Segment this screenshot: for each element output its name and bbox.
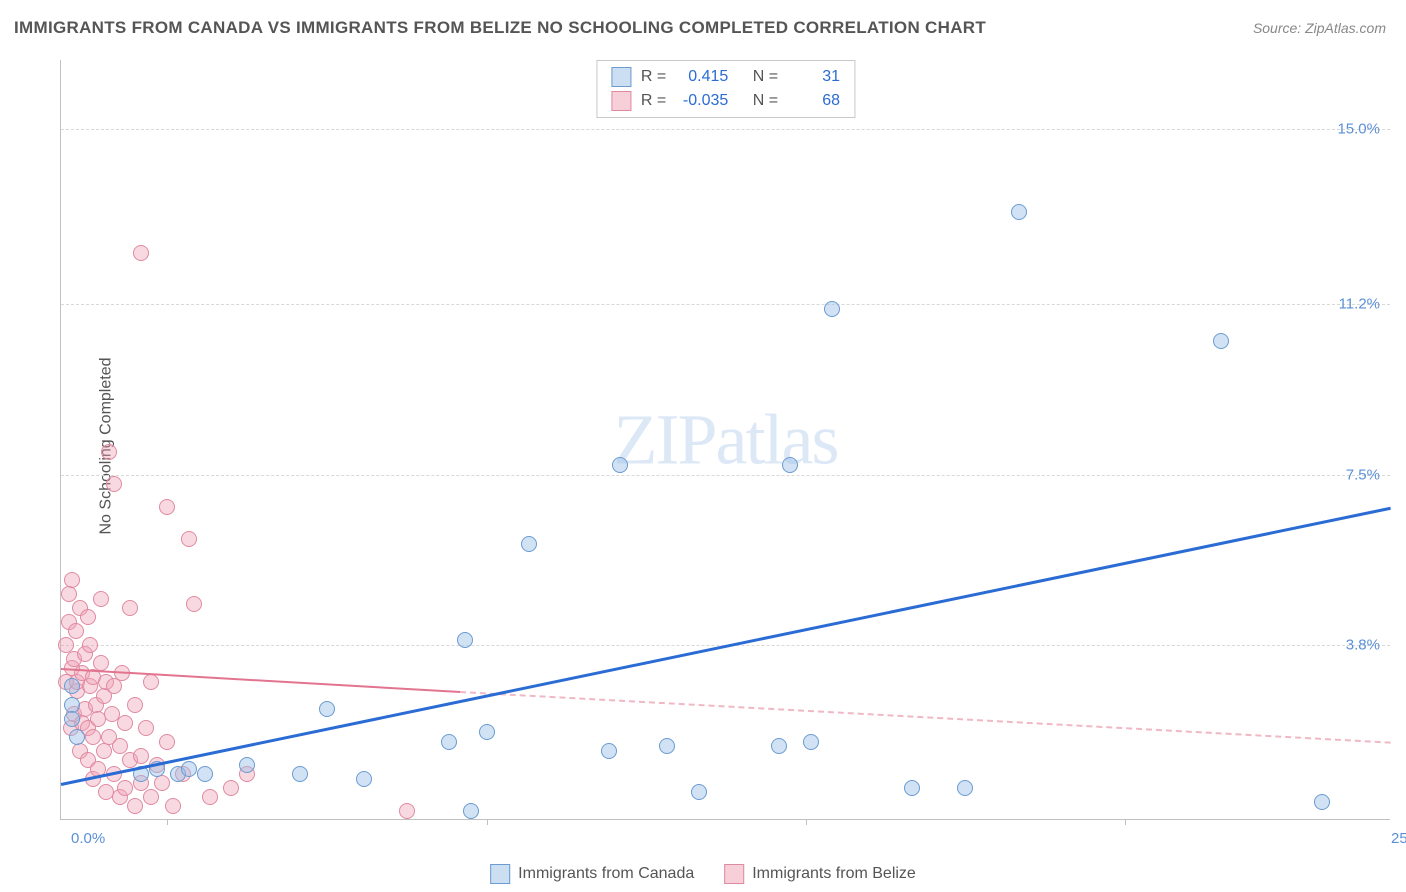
n-label: N = <box>753 89 778 113</box>
data-point-belize <box>61 586 77 602</box>
data-point-belize <box>112 738 128 754</box>
swatch-belize-icon <box>724 864 744 884</box>
legend-item-belize: Immigrants from Belize <box>724 864 916 884</box>
data-point-canada <box>803 734 819 750</box>
swatch-canada-icon <box>611 67 631 87</box>
gridline-h <box>61 304 1390 305</box>
data-point-belize <box>85 729 101 745</box>
data-point-canada <box>904 780 920 796</box>
data-point-canada <box>64 711 80 727</box>
chart-title: IMMIGRANTS FROM CANADA VS IMMIGRANTS FRO… <box>14 18 986 38</box>
data-point-canada <box>457 632 473 648</box>
swatch-canada-icon <box>490 864 510 884</box>
data-point-canada <box>292 766 308 782</box>
data-point-canada <box>521 536 537 552</box>
y-tick-label: 11.2% <box>1339 296 1380 313</box>
data-point-belize <box>138 720 154 736</box>
data-point-belize <box>122 600 138 616</box>
watermark-zip: ZIP <box>614 399 716 479</box>
trend-line-canada <box>61 507 1392 786</box>
data-point-belize <box>165 798 181 814</box>
data-point-canada <box>479 724 495 740</box>
stats-row-belize: R = -0.035 N = 68 <box>611 89 840 113</box>
data-point-belize <box>159 499 175 515</box>
gridline-h <box>61 475 1390 476</box>
stats-row-canada: R = 0.415 N = 31 <box>611 65 840 89</box>
data-point-belize <box>133 748 149 764</box>
data-point-canada <box>64 678 80 694</box>
stats-legend: R = 0.415 N = 31 R = -0.035 N = 68 <box>596 60 855 118</box>
data-point-canada <box>824 301 840 317</box>
gridline-h <box>61 129 1390 130</box>
data-point-canada <box>181 761 197 777</box>
data-point-belize <box>154 775 170 791</box>
y-tick-label: 7.5% <box>1346 466 1380 483</box>
data-point-belize <box>82 637 98 653</box>
data-point-canada <box>782 457 798 473</box>
data-point-canada <box>601 743 617 759</box>
data-point-canada <box>771 738 787 754</box>
data-point-canada <box>1314 794 1330 810</box>
y-tick-label: 15.0% <box>1337 121 1380 138</box>
data-point-belize <box>223 780 239 796</box>
data-point-belize <box>80 609 96 625</box>
data-point-belize <box>186 596 202 612</box>
data-point-canada <box>197 766 213 782</box>
watermark-atlas: atlas <box>716 399 838 479</box>
x-tick-mark <box>806 819 807 825</box>
data-point-canada <box>69 729 85 745</box>
data-point-belize <box>96 743 112 759</box>
data-point-belize <box>143 674 159 690</box>
source-attribution: Source: ZipAtlas.com <box>1253 20 1386 36</box>
data-point-canada <box>1011 204 1027 220</box>
x-tick-mark <box>167 819 168 825</box>
data-point-canada <box>441 734 457 750</box>
data-point-belize <box>117 780 133 796</box>
data-point-belize <box>127 798 143 814</box>
canada-n-value: 31 <box>788 65 840 89</box>
data-point-belize <box>202 789 218 805</box>
y-tick-label: 3.8% <box>1346 636 1380 653</box>
n-label: N = <box>753 65 778 89</box>
swatch-belize-icon <box>611 91 631 111</box>
r-label: R = <box>641 89 666 113</box>
x-tick-mark <box>1125 819 1126 825</box>
legend-item-canada: Immigrants from Canada <box>490 864 694 884</box>
data-point-belize <box>127 697 143 713</box>
data-point-canada <box>239 757 255 773</box>
data-point-belize <box>399 803 415 819</box>
legend-label-belize: Immigrants from Belize <box>752 865 916 883</box>
plot-area: ZIPatlas R = 0.415 N = 31 R = -0.035 N =… <box>60 60 1390 820</box>
data-point-canada <box>356 771 372 787</box>
data-point-belize <box>64 572 80 588</box>
data-point-belize <box>106 678 122 694</box>
data-point-belize <box>93 591 109 607</box>
watermark: ZIPatlas <box>614 398 838 481</box>
data-point-belize <box>159 734 175 750</box>
r-label: R = <box>641 65 666 89</box>
data-point-belize <box>181 531 197 547</box>
trend-line-belize-dash <box>460 691 1391 744</box>
data-point-canada <box>612 457 628 473</box>
data-point-belize <box>117 715 133 731</box>
data-point-canada <box>463 803 479 819</box>
belize-r-value: -0.035 <box>676 89 728 113</box>
data-point-belize <box>68 623 84 639</box>
belize-n-value: 68 <box>788 89 840 113</box>
canada-r-value: 0.415 <box>676 65 728 89</box>
legend-label-canada: Immigrants from Canada <box>518 865 694 883</box>
data-point-canada <box>1213 333 1229 349</box>
data-point-canada <box>319 701 335 717</box>
data-point-canada <box>659 738 675 754</box>
data-point-belize <box>106 476 122 492</box>
bottom-legend: Immigrants from Canada Immigrants from B… <box>490 864 916 884</box>
x-tick-label: 0.0% <box>71 830 105 847</box>
data-point-belize <box>143 789 159 805</box>
data-point-belize <box>133 245 149 261</box>
x-tick-mark <box>487 819 488 825</box>
data-point-canada <box>691 784 707 800</box>
data-point-canada <box>957 780 973 796</box>
data-point-belize <box>101 444 117 460</box>
